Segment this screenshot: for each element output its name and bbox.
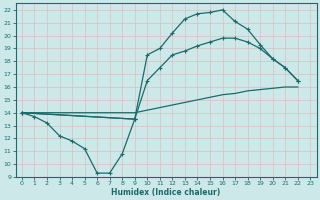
X-axis label: Humidex (Indice chaleur): Humidex (Indice chaleur) bbox=[111, 188, 221, 197]
